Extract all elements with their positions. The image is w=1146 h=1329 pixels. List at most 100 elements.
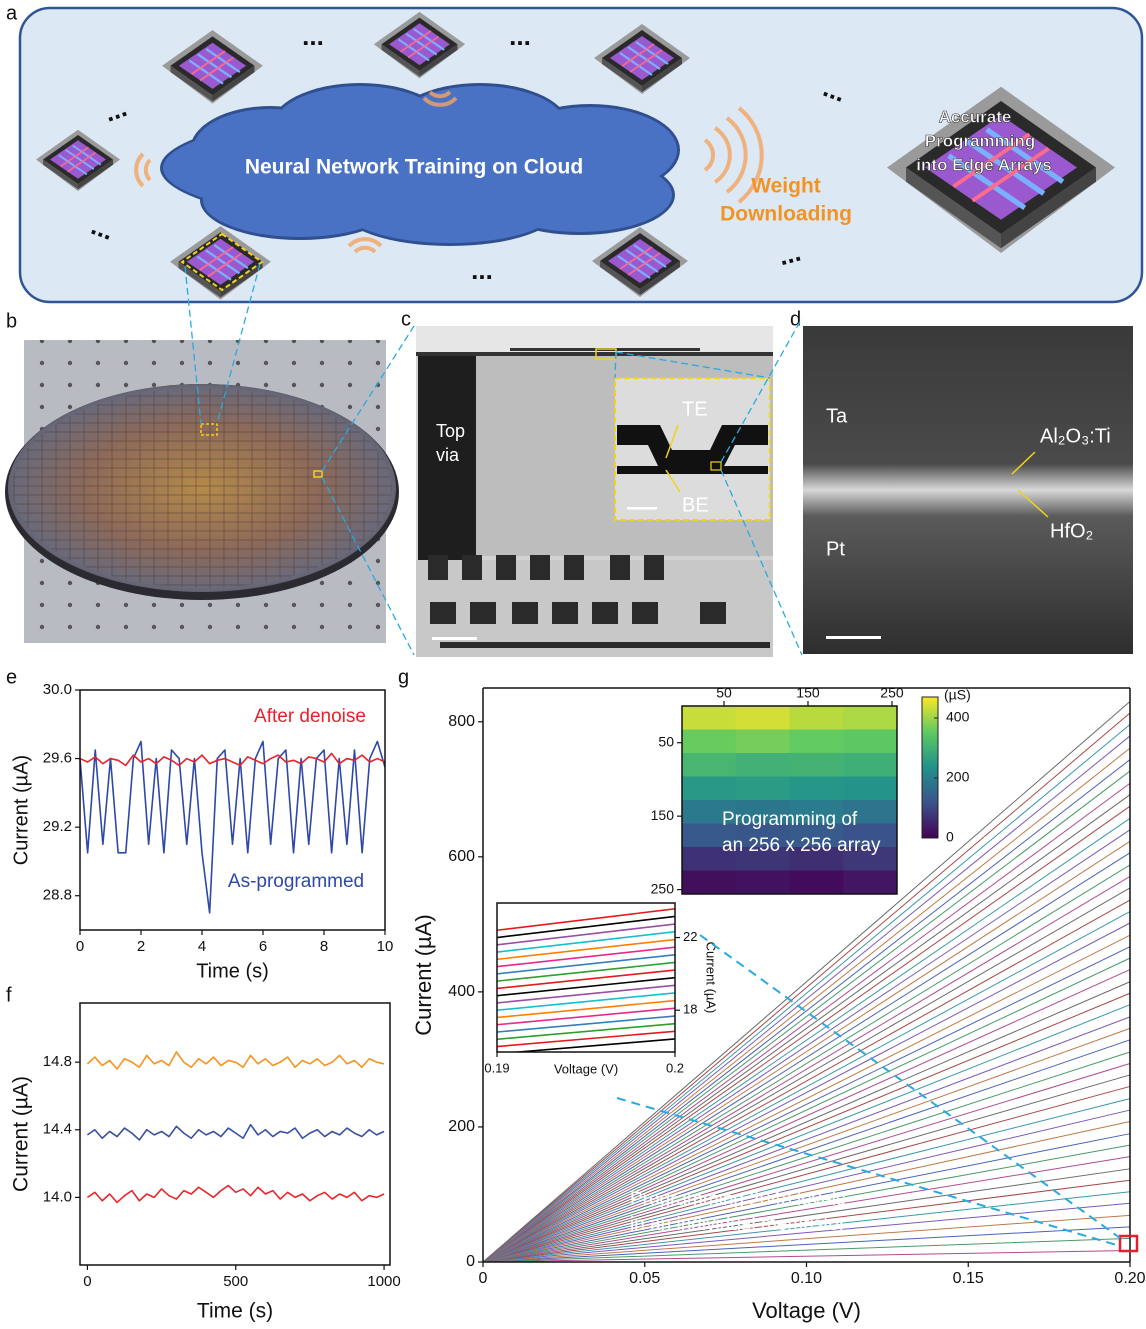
be-label: BE	[682, 494, 709, 516]
ellipsis: ...	[471, 255, 493, 285]
layer-label: HfO₂	[1050, 520, 1093, 542]
page: a b c d e f g Neural Network Training on…	[0, 0, 1146, 1329]
heatmap-cell	[736, 753, 790, 777]
plot-lines	[87, 1052, 384, 1202]
data-line	[87, 1125, 384, 1140]
ta-label: Ta	[826, 405, 848, 427]
charts: 0 2 4 6 8 10 28.8 29.2 29.6 30.0 Time (s) Current (…	[10, 681, 1146, 1323]
heatmap-cell	[790, 871, 844, 895]
heatmap-cell	[682, 871, 736, 895]
plot-frame	[80, 1003, 390, 1265]
x-tick-label: 10	[377, 938, 394, 955]
via-label: Top	[436, 421, 465, 441]
chart: 0200400(µS)5015025050150250Programming o…	[651, 685, 971, 897]
data-line	[87, 1186, 384, 1203]
x-tick-label: 0.15	[953, 1270, 984, 1287]
heatmap-cell	[682, 706, 736, 730]
x-axis-label: Voltage (V)	[554, 1061, 618, 1076]
via-label: via	[436, 445, 460, 465]
x-tick-label: 50	[716, 685, 732, 701]
x-tick-label: 0.20	[1114, 1270, 1145, 1287]
y-tick-label: 200	[448, 1118, 475, 1135]
edge-label: into Edge Arrays	[916, 155, 1051, 174]
y-tick-label: 150	[651, 807, 675, 823]
y-tick-label: 50	[658, 733, 674, 749]
annotation: in an individual memristor	[630, 1214, 846, 1235]
x-tick-label: 0.19	[484, 1060, 509, 1075]
y-tick-label: 600	[448, 848, 475, 865]
series-label: As-programmed	[228, 871, 364, 892]
heatmap-cell	[843, 777, 897, 801]
heatmap-cell	[790, 706, 844, 730]
panel-label: b	[6, 310, 17, 332]
panel-label: f	[6, 984, 12, 1006]
x-tick-label: 8	[320, 938, 328, 955]
heatmap-cell	[843, 871, 897, 895]
panel-label: d	[790, 308, 801, 330]
y-tick-label: 29.6	[43, 750, 72, 767]
x-axis-label: Time (s)	[196, 960, 269, 982]
panel-label: c	[401, 308, 411, 330]
heatmap-cell	[843, 753, 897, 777]
y-tick-label: 29.2	[43, 818, 72, 835]
x-tick-label: 0	[83, 1273, 91, 1290]
y-tick-label: 28.8	[43, 887, 72, 904]
y-tick-label: 18	[683, 1002, 697, 1017]
panel-label: e	[6, 666, 17, 688]
heatmap-cell	[682, 730, 736, 754]
layer-label: Al₂O₃:Ti	[1040, 425, 1111, 447]
x-tick-label: 0.10	[791, 1270, 822, 1287]
y-axis-label: Current (µA)	[10, 1076, 33, 1192]
scale-bar	[826, 636, 881, 639]
x-tick-label: 150	[796, 685, 820, 701]
tem-layer	[416, 352, 773, 356]
data-line	[87, 1052, 384, 1069]
annotation: an 256 x 256 array	[722, 835, 881, 856]
y-tick-label: 400	[448, 983, 475, 1000]
y-axis-label: Current (µA)	[704, 942, 719, 1014]
heatmap-cell	[736, 706, 790, 730]
y-axis-label: Current (µA)	[10, 755, 32, 865]
edge-label: Programming	[925, 131, 1036, 150]
y-tick-label: 30.0	[43, 681, 72, 698]
edge-label: Accurate	[939, 107, 1012, 126]
x-tick-label: 500	[223, 1273, 248, 1290]
te-label: TE	[682, 398, 708, 420]
scale-bar	[627, 507, 657, 510]
x-tick-label: 0	[76, 938, 84, 955]
tem-layer	[416, 326, 773, 356]
x-tick-label: 250	[880, 685, 904, 701]
x-tick-label: 1000	[367, 1273, 400, 1290]
x-axis-label: Time (s)	[197, 1300, 273, 1323]
series-label: After denoise	[254, 706, 366, 727]
pt-label: Pt	[826, 538, 845, 560]
y-tick-label: 14.4	[43, 1121, 72, 1138]
chart: 0.19 0.2 18 22 Voltage (V) Current (µA)	[484, 903, 718, 1076]
y-axis-label: Current (µA)	[411, 914, 436, 1035]
heatmap-cell	[790, 777, 844, 801]
scale-bar	[432, 637, 477, 640]
y-tick-label: 800	[448, 713, 475, 730]
download-label: Weight	[751, 175, 821, 198]
download-label: Downloading	[720, 203, 852, 226]
figure: a b c d e f g Neural Network Training on…	[0, 0, 1146, 1329]
heatmap-cell	[790, 753, 844, 777]
x-tick-label: 0.2	[666, 1060, 684, 1075]
x-tick-label: 6	[259, 938, 267, 955]
colorbar-tick-label: 400	[946, 709, 970, 725]
y-tick-label: 0	[466, 1253, 475, 1270]
heatmap-cell	[736, 730, 790, 754]
colorbar-tick-label: 200	[946, 769, 970, 785]
heatmap-cell	[682, 777, 736, 801]
heatmap-cell	[682, 753, 736, 777]
x-tick-label: 2	[137, 938, 145, 955]
x-tick-label: 0	[479, 1270, 488, 1287]
hrtem-image	[803, 326, 1133, 654]
y-tick-label: 22	[683, 929, 697, 944]
heatmap-cell	[843, 706, 897, 730]
cloud-label: Neural Network Training on Cloud	[245, 156, 583, 179]
ellipsis: ...	[302, 21, 324, 51]
x-tick-label: 4	[198, 938, 206, 955]
ellipsis: ...	[509, 21, 531, 51]
